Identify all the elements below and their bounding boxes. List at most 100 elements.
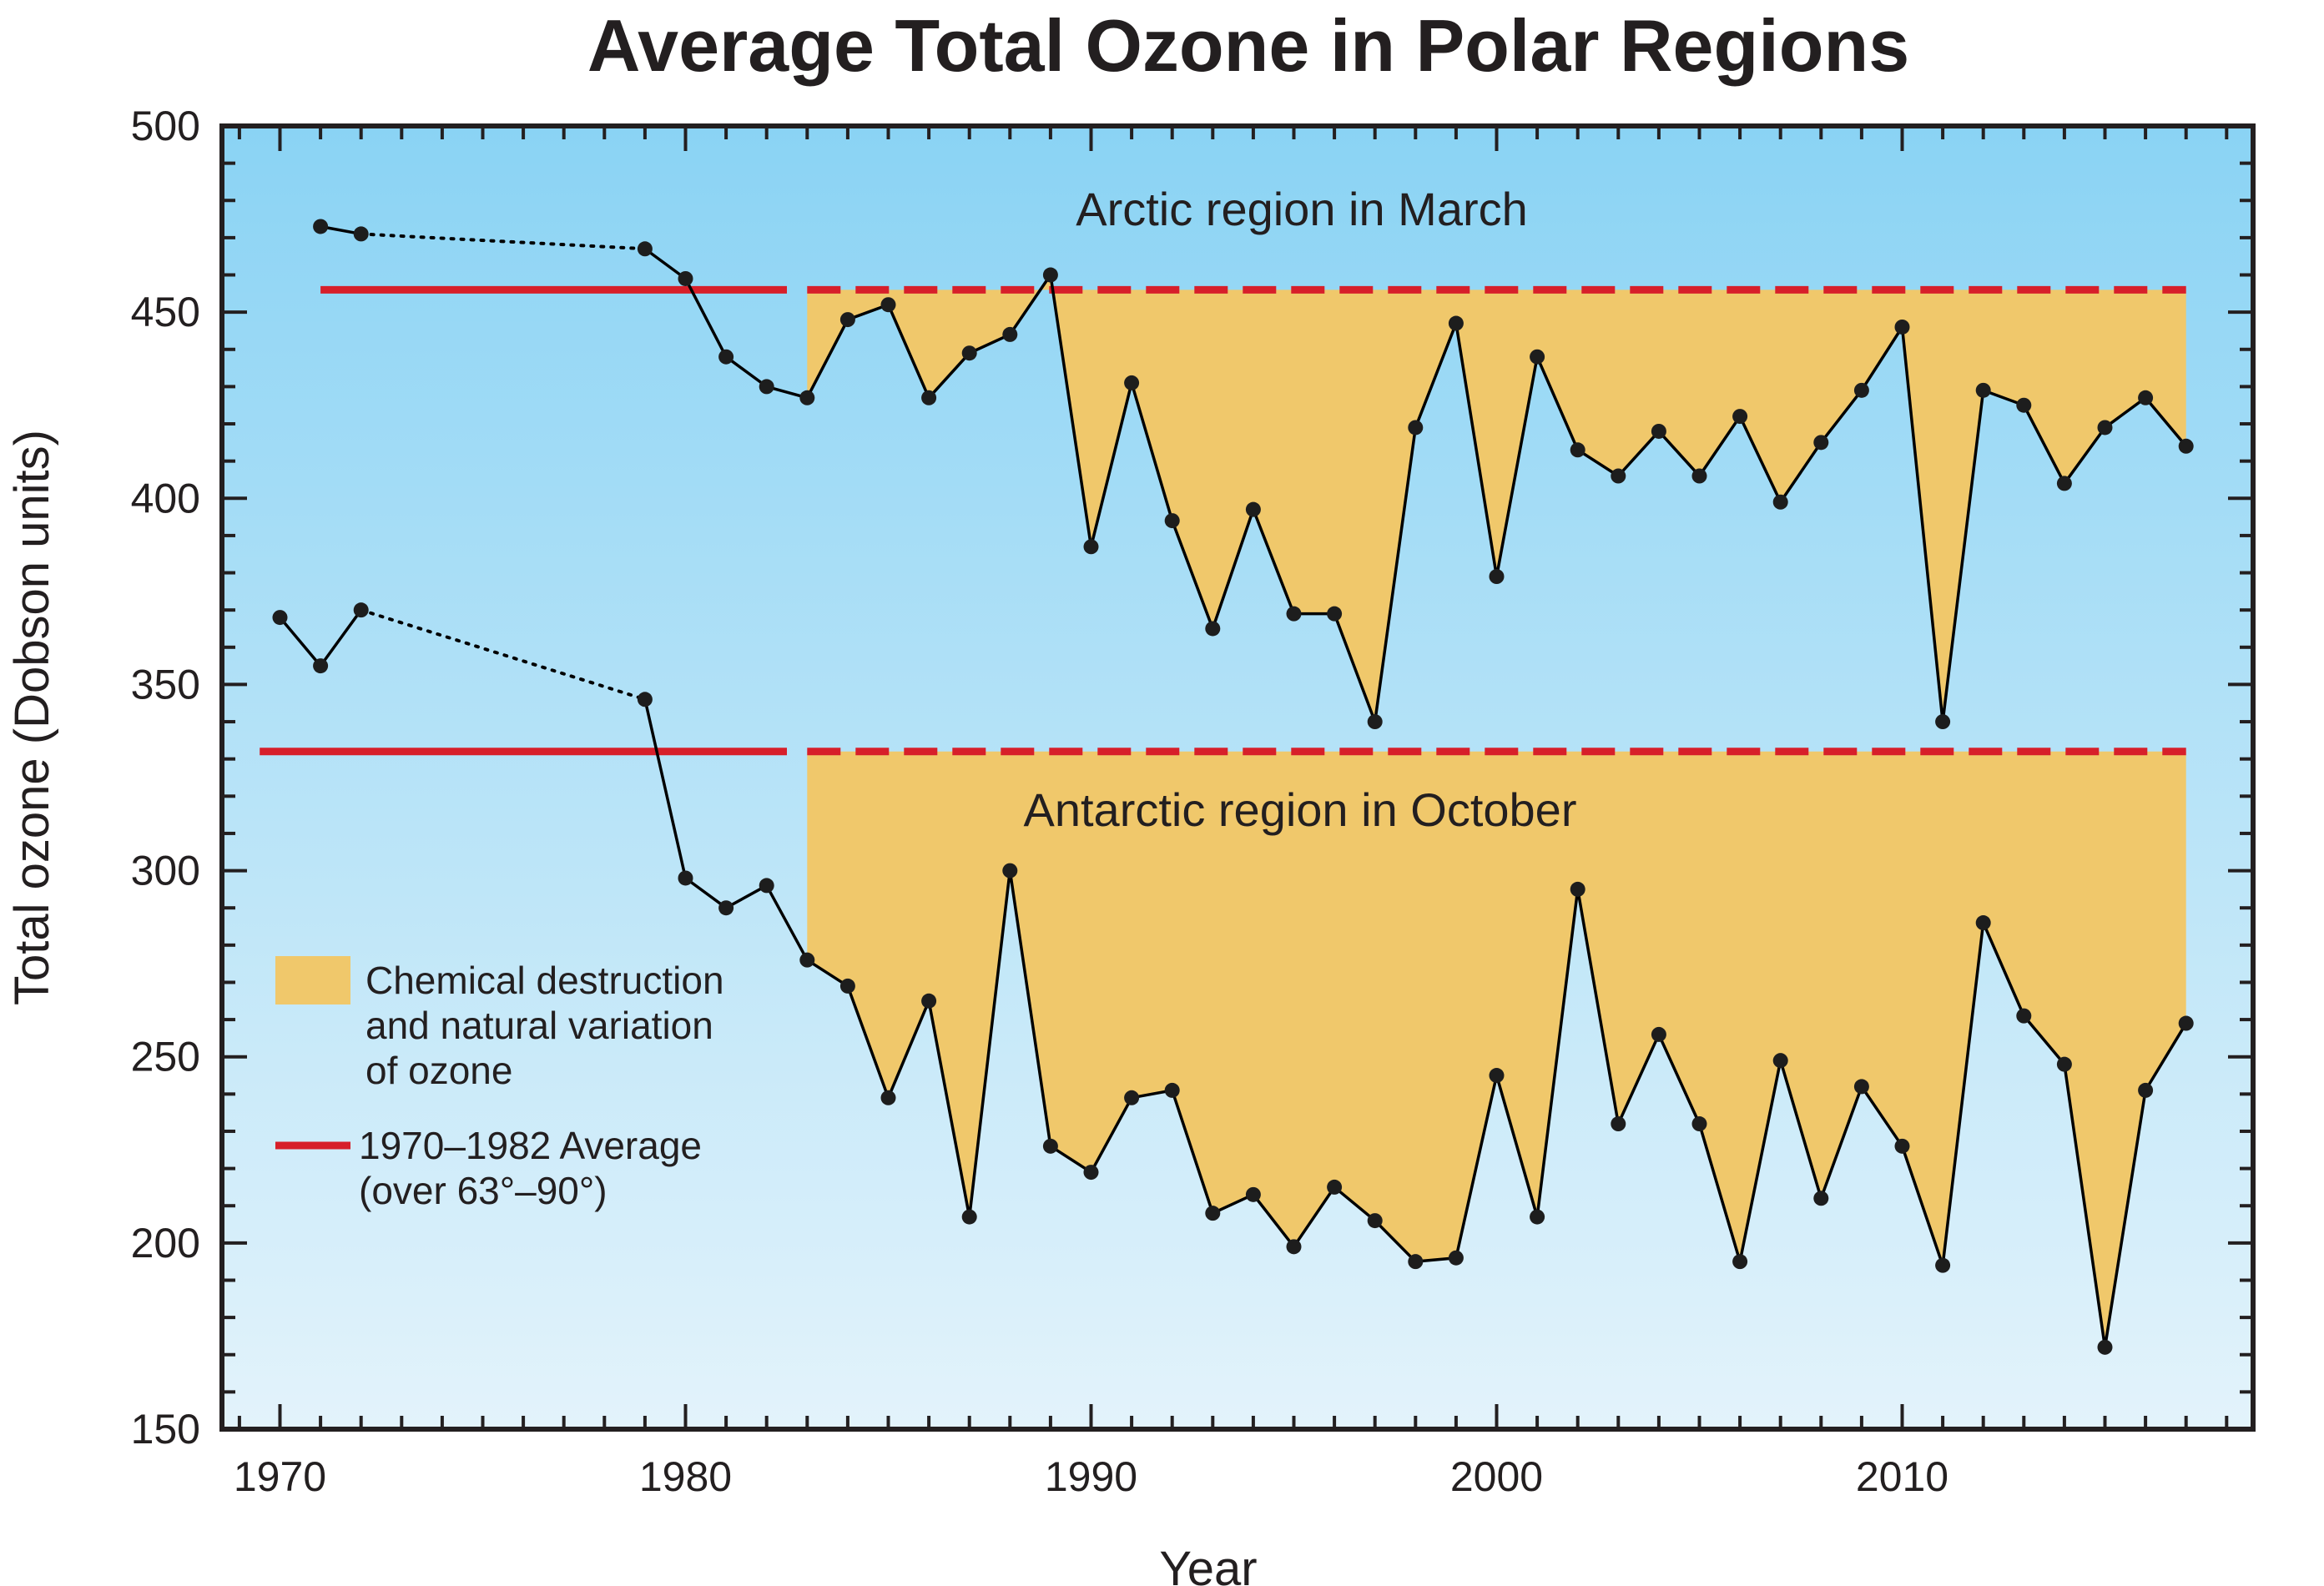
arctic-data-point xyxy=(1449,316,1464,331)
y-tick-label: 350 xyxy=(131,661,200,707)
arctic-data-point xyxy=(1773,495,1788,510)
x-tick-label: 2000 xyxy=(1450,1453,1543,1500)
y-tick-label: 200 xyxy=(131,1220,200,1266)
antarctic-data-point xyxy=(2098,1340,2113,1355)
arctic-data-point xyxy=(1895,320,1910,335)
y-tick-label: 500 xyxy=(131,103,200,149)
arctic-data-point xyxy=(1570,442,1585,457)
arctic-data-point xyxy=(1408,420,1423,435)
antarctic-data-point xyxy=(1124,1090,1139,1105)
arctic-data-point xyxy=(921,390,936,405)
antarctic-data-point xyxy=(881,1090,896,1105)
antarctic-data-point xyxy=(678,870,693,885)
antarctic-data-point xyxy=(354,602,369,617)
antarctic-data-point xyxy=(1368,1213,1383,1228)
antarctic-data-point xyxy=(1732,1254,1747,1269)
antarctic-data-point xyxy=(1408,1254,1423,1269)
arctic-data-point xyxy=(354,226,369,241)
y-tick-label: 150 xyxy=(131,1406,200,1453)
arctic-data-point xyxy=(1084,539,1099,554)
antarctic-data-point xyxy=(1246,1187,1261,1202)
antarctic-data-point xyxy=(718,900,733,915)
antarctic-data-point xyxy=(1854,1079,1869,1094)
arctic-data-point xyxy=(799,390,814,405)
antarctic-data-point xyxy=(759,878,774,893)
arctic-data-point xyxy=(1002,327,1017,342)
arctic-data-point xyxy=(1530,350,1545,365)
antarctic-data-point xyxy=(1611,1116,1626,1131)
arctic-data-point xyxy=(1651,424,1666,439)
arctic-data-point xyxy=(1732,409,1747,424)
antarctic-data-point xyxy=(1490,1068,1505,1083)
y-tick-label: 250 xyxy=(131,1034,200,1080)
legend-average-label-line2: (over 63°–90°) xyxy=(359,1169,607,1212)
antarctic-data-point xyxy=(1651,1027,1666,1042)
antarctic-data-point xyxy=(1813,1191,1828,1206)
arctic-data-point xyxy=(1976,383,1991,398)
arctic-data-point xyxy=(1205,621,1220,636)
antarctic-data-point xyxy=(1287,1239,1302,1254)
antarctic-data-point xyxy=(273,610,288,625)
antarctic-data-point xyxy=(1935,1258,1950,1273)
antarctic-data-point xyxy=(1327,1180,1342,1195)
arctic-data-point xyxy=(1813,435,1828,450)
antarctic-data-point xyxy=(2057,1057,2072,1072)
arctic-data-point xyxy=(1368,714,1383,729)
arctic-data-point xyxy=(1490,569,1505,584)
arctic-data-point xyxy=(881,297,896,312)
legend-fill-label-line1: Chemical destruction xyxy=(365,959,724,1002)
antarctic-data-point xyxy=(1692,1116,1707,1131)
arctic-data-point xyxy=(313,219,328,234)
arctic-data-point xyxy=(1246,502,1261,517)
antarctic-data-point xyxy=(2138,1083,2153,1098)
x-tick-label: 1970 xyxy=(234,1453,326,1500)
arctic-data-point xyxy=(718,350,733,365)
arctic-data-point xyxy=(638,241,653,256)
antarctic-data-point xyxy=(1205,1206,1220,1221)
y-tick-label: 400 xyxy=(131,475,200,521)
arctic-data-point xyxy=(840,312,855,327)
arctic-data-point xyxy=(1124,375,1139,390)
antarctic-data-point xyxy=(313,658,328,673)
arctic-data-point xyxy=(1287,607,1302,622)
legend-fill-label-line2: and natural variation xyxy=(365,1004,713,1047)
antarctic-data-point xyxy=(1976,915,1991,930)
antarctic-data-point xyxy=(1530,1210,1545,1225)
antarctic-data-point xyxy=(1043,1139,1058,1154)
antarctic-data-point xyxy=(2179,1016,2194,1031)
arctic-data-point xyxy=(1935,714,1950,729)
x-axis-label: Year xyxy=(1159,1542,1257,1586)
antarctic-data-point xyxy=(840,979,855,994)
chart-title: Average Total Ozone in Polar Regions xyxy=(587,4,1909,87)
antarctic-data-point xyxy=(1165,1083,1180,1098)
antarctic-data-point xyxy=(2016,1009,2031,1024)
antarctic-data-point xyxy=(962,1210,977,1225)
arctic-data-point xyxy=(2138,390,2153,405)
x-tick-label: 2010 xyxy=(1856,1453,1948,1500)
arctic-data-point xyxy=(2016,398,2031,413)
y-tick-label: 300 xyxy=(131,848,200,894)
x-tick-label: 1980 xyxy=(639,1453,732,1500)
antarctic-data-point xyxy=(638,692,653,707)
arctic-data-point xyxy=(962,345,977,360)
arctic-data-point xyxy=(1854,383,1869,398)
arctic-data-point xyxy=(2098,420,2113,435)
antarctic-data-point xyxy=(1773,1053,1788,1068)
x-tick-labels: 1970 1980 1990 2000 2010 xyxy=(234,1453,1948,1500)
antarctic-data-point xyxy=(799,953,814,968)
antarctic-series-label: Antarctic region in October xyxy=(1024,783,1577,836)
ozone-chart: Average Total Ozone in Polar Regions 150… xyxy=(0,0,2324,1586)
legend-average-label-line1: 1970–1982 Average xyxy=(359,1124,702,1167)
y-tick-label: 450 xyxy=(131,289,200,335)
arctic-data-point xyxy=(678,271,693,286)
arctic-data-point xyxy=(759,379,774,394)
arctic-data-point xyxy=(1165,513,1180,528)
antarctic-data-point xyxy=(1002,863,1017,879)
arctic-data-point xyxy=(1043,268,1058,283)
arctic-data-point xyxy=(1692,469,1707,484)
y-tick-labels: 150 200 250 300 350 400 450 500 xyxy=(131,103,200,1453)
x-tick-label: 1990 xyxy=(1045,1453,1137,1500)
arctic-series-label: Arctic region in March xyxy=(1076,183,1528,235)
legend-fill-label-line3: of ozone xyxy=(365,1049,512,1092)
antarctic-data-point xyxy=(1570,882,1585,897)
